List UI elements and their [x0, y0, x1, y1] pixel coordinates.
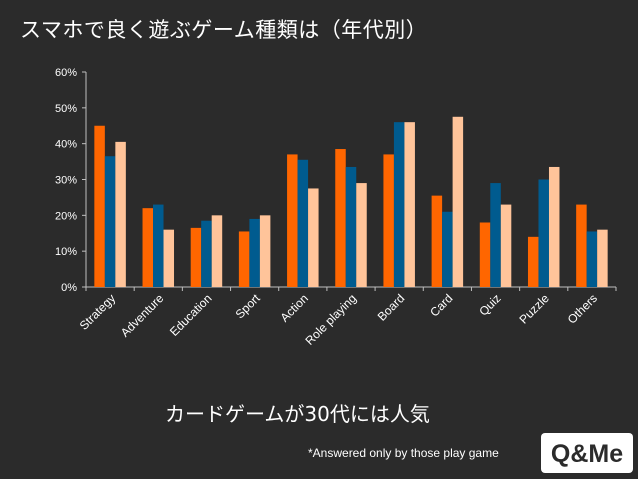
bar	[287, 154, 298, 287]
x-category-label: Others	[565, 291, 600, 326]
y-tick-label: 40%	[55, 139, 77, 151]
y-tick-label: 30%	[55, 175, 77, 187]
qandme-logo: Q&Me	[541, 433, 633, 473]
bar	[249, 218, 260, 287]
caption: カードゲームが30代には人気	[165, 402, 430, 426]
labels-layer: 0% 10% 20% 30% 40% 50% 60% Strategy Adventure Edu…	[55, 67, 600, 348]
bar	[201, 220, 212, 287]
y-tick-label: 20%	[55, 210, 77, 222]
bar	[404, 122, 415, 288]
bar	[308, 188, 319, 287]
bar	[115, 141, 126, 287]
bar	[431, 195, 443, 287]
bar	[142, 208, 154, 287]
bar	[597, 229, 608, 287]
x-category-label: Action	[277, 291, 310, 324]
bar	[104, 156, 116, 287]
x-category-label: Strategy	[77, 291, 119, 333]
x-category-label: Adventure	[118, 291, 167, 340]
bar	[452, 116, 464, 288]
y-tick-label: 10%	[55, 246, 77, 258]
y-tick-label: 60%	[55, 67, 77, 79]
bar	[211, 215, 223, 287]
bar	[479, 222, 491, 287]
bar	[442, 211, 453, 287]
logo-text: Q&Me	[551, 440, 623, 468]
y-tick-label: 50%	[55, 103, 77, 115]
bar	[393, 122, 405, 288]
bar	[345, 166, 357, 287]
bar	[500, 204, 512, 287]
bar	[490, 183, 501, 287]
footnote: *Answered only by those play game	[308, 446, 499, 460]
bar	[383, 154, 394, 287]
bars-layer	[94, 116, 608, 288]
bar	[538, 179, 549, 287]
bar	[238, 231, 250, 287]
bar	[163, 229, 175, 287]
bar	[548, 166, 560, 287]
bar	[190, 227, 202, 287]
bar	[576, 204, 587, 287]
bar	[94, 125, 105, 287]
bar	[356, 183, 367, 287]
chart-title: スマホで良く遊ぶゲーム種類は（年代別）	[20, 18, 428, 42]
x-category-label: Role playing	[303, 291, 360, 348]
x-category-label: Sport	[233, 291, 264, 322]
x-category-label: Board	[375, 291, 408, 324]
bar	[586, 231, 598, 287]
x-category-label: Puzzle	[516, 291, 552, 327]
bar	[297, 159, 309, 287]
bar	[153, 204, 164, 287]
bar	[259, 215, 271, 287]
bar	[335, 149, 346, 287]
bar	[527, 236, 539, 287]
logo-graphic: Q&Me	[541, 433, 633, 473]
y-tick-label: 0%	[61, 282, 77, 294]
x-category-label: Quiz	[476, 291, 503, 318]
x-category-label: Card	[427, 291, 455, 319]
x-category-label: Education	[167, 291, 215, 339]
